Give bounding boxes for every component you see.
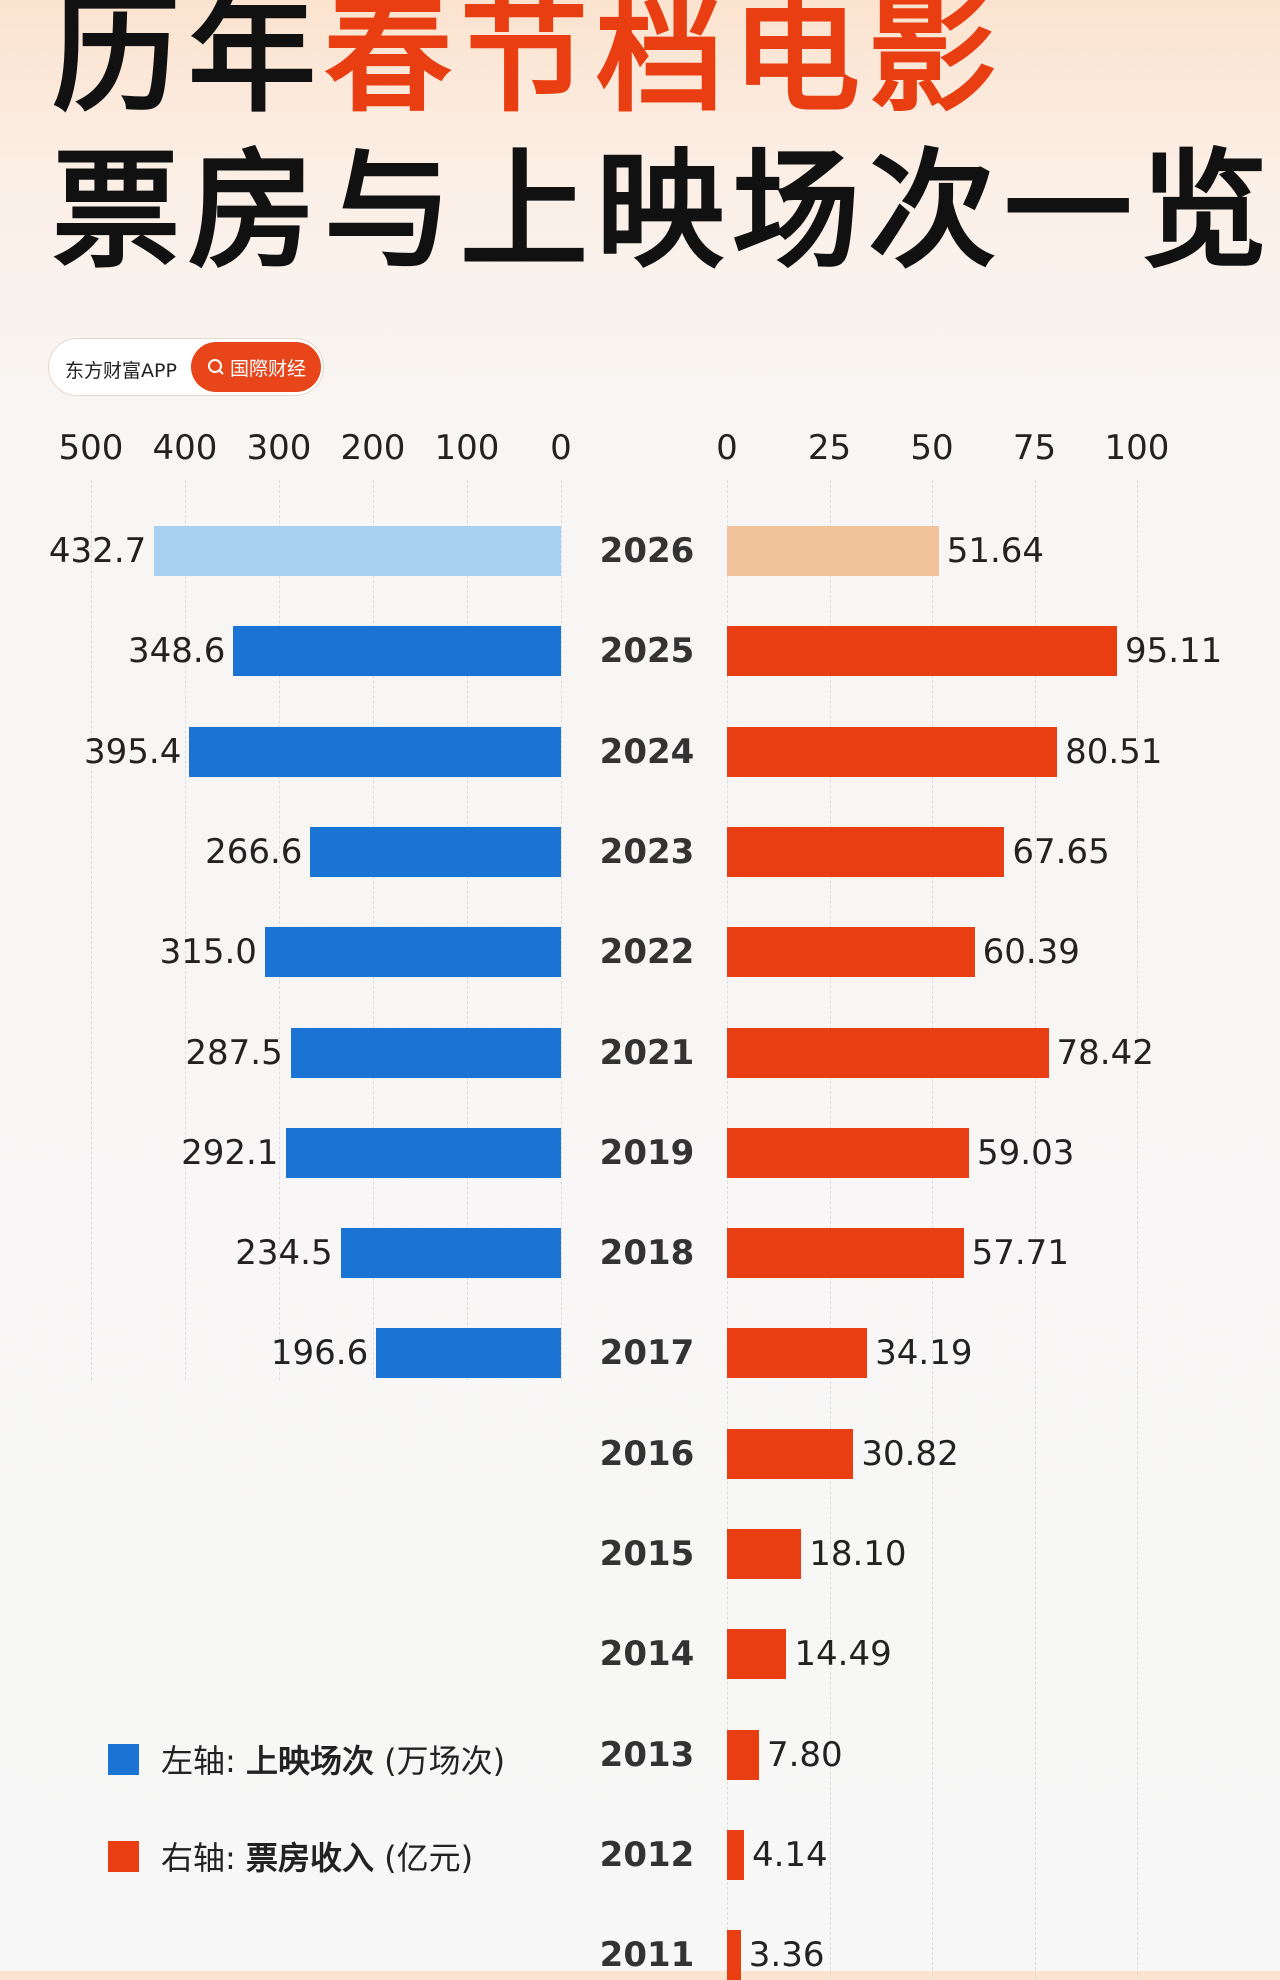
legend-prefix: 右轴:	[161, 1839, 246, 1877]
right-bar	[727, 1428, 854, 1479]
title-line-1: 历年春节档电影	[52, 0, 1004, 120]
right-value-label: 51.64	[946, 531, 1045, 571]
left-bar	[286, 1127, 561, 1178]
left-axis-tick: 200	[340, 428, 406, 468]
right-value-label: 3.36	[748, 1935, 825, 1976]
right-bar	[727, 526, 939, 576]
gridline	[1034, 480, 1036, 1980]
right-value-label: 59.03	[977, 1132, 1075, 1173]
brand-label: 东方财富APP	[65, 360, 177, 382]
left-bar	[264, 927, 561, 978]
right-bar	[727, 927, 975, 978]
right-bar	[727, 1829, 744, 1880]
category-label: 2019	[599, 1132, 695, 1173]
category-label: 2023	[599, 831, 695, 872]
legend-prefix: 左轴:	[161, 1742, 246, 1780]
right-value-label: 78.42	[1056, 1032, 1154, 1073]
left-bar	[189, 726, 561, 777]
title-accent-text: 春节档电影	[324, 0, 1005, 130]
category-label: 2011	[599, 1935, 695, 1976]
category-label: 2013	[599, 1734, 695, 1775]
left-axis-tick: 400	[152, 428, 218, 468]
right-bar	[727, 1228, 964, 1279]
category-label: 2022	[599, 932, 695, 973]
category-label: 2021	[599, 1032, 695, 1073]
category-label: 2017	[599, 1333, 695, 1374]
left-value-label: 315.0	[159, 932, 257, 973]
right-axis-tick: 25	[807, 428, 852, 468]
legend-unit: (万场次)	[373, 1742, 506, 1780]
left-axis-tick: 0	[550, 428, 572, 468]
right-value-label: 30.82	[861, 1433, 959, 1474]
right-axis-tick: 50	[910, 428, 954, 468]
right-value-label: 14.49	[794, 1634, 892, 1675]
left-value-label: 292.1	[181, 1132, 279, 1173]
right-bar	[727, 1629, 787, 1680]
right-bar	[727, 1930, 741, 1980]
left-bar	[310, 826, 561, 877]
right-bar	[727, 626, 1117, 677]
right-value-label: 4.14	[751, 1834, 828, 1875]
left-bar	[376, 1328, 561, 1379]
left-bar	[233, 626, 561, 677]
category-label: 2015	[599, 1534, 695, 1574]
left-value-label: 287.5	[185, 1032, 283, 1073]
left-axis-tick: 500	[58, 428, 124, 468]
category-label: 2026	[599, 531, 695, 571]
right-value-label: 57.71	[971, 1233, 1069, 1274]
right-axis-tick: 0	[716, 428, 738, 468]
title-black-text: 历年	[52, 0, 325, 130]
search-pill: 国際财经	[191, 342, 321, 392]
left-value-label: 266.6	[205, 831, 303, 872]
right-value-label: 60.39	[982, 932, 1080, 973]
right-axis-tick: 75	[1012, 428, 1057, 468]
right-value-label: 95.11	[1124, 631, 1223, 672]
left-value-label: 234.5	[235, 1233, 333, 1274]
search-label: 国際财经	[229, 357, 306, 380]
gridline	[1137, 480, 1138, 1980]
right-axis-tick: 100	[1104, 428, 1170, 468]
category-label: 2014	[599, 1634, 695, 1675]
right-bar	[727, 826, 1005, 877]
category-label: 2018	[599, 1233, 695, 1274]
right-value-label: 34.19	[875, 1333, 973, 1374]
category-label: 2025	[599, 631, 695, 672]
right-bar	[727, 1127, 970, 1178]
right-value-label: 7.80	[766, 1734, 843, 1775]
category-label: 2024	[599, 731, 695, 772]
legend-name: 票房收入	[245, 1839, 374, 1877]
legend-swatch-blue	[108, 1743, 139, 1775]
right-value-label: 18.10	[809, 1534, 907, 1574]
title-line-2: 票房与上映场次一览	[52, 137, 1277, 286]
gridline	[91, 480, 92, 1380]
left-value-label: 348.6	[127, 631, 226, 672]
left-axis-tick: 300	[246, 428, 312, 468]
left-value-label: 395.4	[83, 731, 182, 772]
legend-unit: (亿元)	[373, 1839, 474, 1877]
right-bar	[727, 1529, 802, 1579]
legend-item-boxoffice: 右轴: 票房收入 (亿元)	[108, 1833, 473, 1879]
right-bar	[727, 1328, 868, 1379]
right-bar	[727, 726, 1058, 777]
gridline	[561, 480, 562, 1380]
right-bar	[727, 1027, 1049, 1078]
left-axis-tick: 100	[434, 428, 500, 468]
search-icon	[207, 359, 224, 375]
left-bar	[154, 526, 561, 576]
source-badge: 东方财富APP 国際财经	[48, 338, 324, 396]
legend-name: 上映场次	[245, 1742, 374, 1780]
legend-item-screenings: 左轴: 上映场次 (万场次)	[108, 1736, 505, 1782]
right-value-label: 80.51	[1065, 731, 1163, 772]
right-bar	[727, 1729, 759, 1780]
left-value-label: 432.7	[48, 531, 147, 571]
category-label: 2016	[599, 1433, 695, 1474]
left-value-label: 196.6	[270, 1333, 369, 1374]
legend-swatch-orange	[108, 1840, 139, 1872]
right-value-label: 67.65	[1012, 831, 1110, 872]
left-bar	[290, 1027, 561, 1078]
gridline	[185, 480, 186, 1380]
left-bar	[340, 1228, 561, 1279]
category-label: 2012	[599, 1834, 695, 1875]
